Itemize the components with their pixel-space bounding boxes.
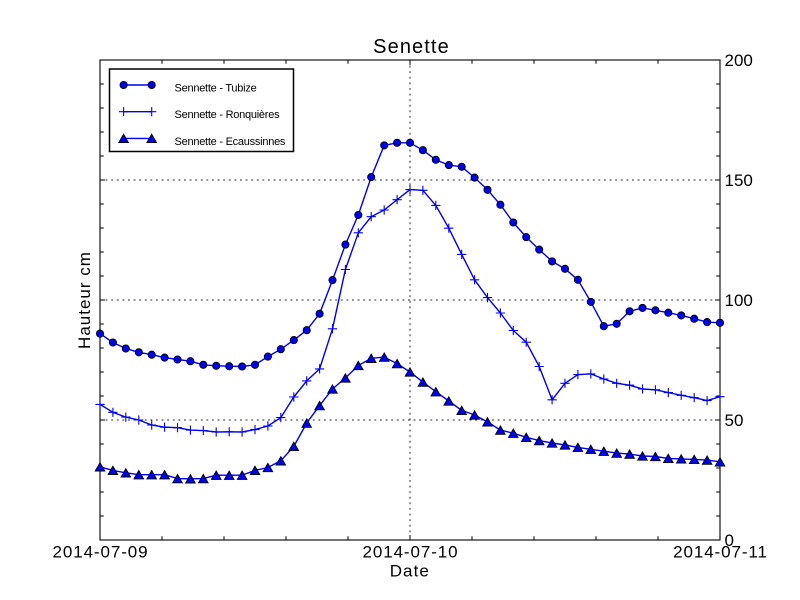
svg-text:2014-07-11: 2014-07-11: [673, 543, 768, 562]
svg-text:Senette: Senette: [373, 36, 450, 58]
svg-text:Sennette - Ecaussinnes: Sennette - Ecaussinnes: [175, 136, 286, 148]
svg-text:Sennette - Ronquières: Sennette - Ronquières: [175, 109, 281, 121]
svg-text:Date: Date: [390, 562, 430, 581]
svg-text:150: 150: [725, 171, 753, 190]
svg-text:Sennette - Tubize: Sennette - Tubize: [175, 83, 257, 95]
svg-text:0: 0: [725, 531, 734, 550]
svg-text:100: 100: [725, 291, 753, 310]
svg-text:50: 50: [725, 411, 744, 430]
svg-text:Hauteur cm: Hauteur cm: [75, 251, 94, 349]
svg-text:2014-07-10: 2014-07-10: [363, 543, 459, 562]
svg-text:2014-07-09: 2014-07-09: [53, 543, 149, 562]
svg-text:200: 200: [725, 51, 753, 70]
